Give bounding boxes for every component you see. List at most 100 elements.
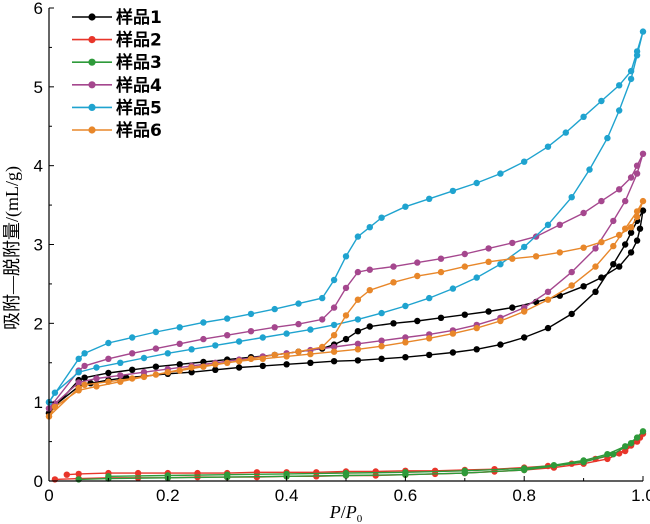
data-point [497,261,504,268]
legend-marker [88,36,96,44]
data-point [616,231,623,239]
data-point [633,48,641,55]
data-point [550,462,558,469]
y-tick-label: 5 [34,78,43,97]
data-point [176,367,183,374]
data-point [235,338,243,345]
data-point [449,187,457,195]
legend-marker [88,81,96,89]
data-point [129,375,136,382]
data-point [473,324,480,332]
data-point [402,334,409,341]
data-point [283,330,290,337]
x-tick-label: 0.6 [394,486,418,505]
data-point [473,346,480,353]
data-point [200,319,207,326]
data-point [313,469,320,476]
data-point [610,261,617,268]
ticks: 0 0.2 0.4 0.6 0.8 1.0 0 1 2 3 4 5 6 [34,0,650,505]
legend-marker [88,58,96,66]
data-point [616,186,623,193]
data-point [212,366,219,373]
data-point [616,263,623,270]
data-point [307,359,314,366]
y-tick-label: 4 [34,157,43,176]
data-point [627,229,635,236]
series-line [48,153,644,410]
data-point [473,274,480,281]
data-point [426,335,433,342]
data-point [75,384,82,392]
data-point [485,258,492,265]
data-point [354,268,362,276]
data-point [51,389,59,396]
data-point [627,75,635,83]
series-1 [45,207,647,417]
data-point [378,337,385,344]
data-point [622,447,629,455]
data-point [259,355,266,362]
data-point [188,369,195,376]
data-point [414,317,421,325]
data-point [117,359,124,366]
y-tick-label: 0 [34,472,43,491]
data-point [402,302,409,310]
series-line [48,210,644,414]
data-point [75,379,82,386]
data-point [544,288,552,295]
data-point [390,263,397,270]
data-point [330,332,338,339]
data-point [604,134,611,142]
data-point [81,350,88,357]
data-point [639,150,647,157]
data-point [627,174,635,181]
data-point [556,221,563,228]
data-point [610,217,617,225]
data-point [105,473,112,480]
data-point [437,314,445,321]
data-point [568,268,575,276]
data-point [592,288,599,295]
series-5 [45,28,647,406]
data-point [521,334,528,341]
data-point [259,362,266,370]
y-axis-title: 吸附—脱附量/(mL/g) [2,166,23,330]
data-point [247,328,255,335]
data-point [497,341,504,348]
legend-item: 样品1 [72,7,162,28]
data-point [627,67,635,75]
legend-item: 样品3 [72,52,162,73]
series-3 [75,428,647,483]
data-point [224,332,231,339]
data-point [633,237,641,244]
data-point [598,274,605,281]
data-point [580,209,587,217]
data-point [544,296,552,303]
data-point [354,328,362,335]
data-point [330,276,338,284]
data-point [295,348,302,355]
data-point [509,239,516,247]
legend-marker [88,126,96,134]
data-point [390,279,397,286]
data-point [319,316,326,323]
data-point [633,208,641,215]
data-point [627,440,635,447]
data-point [354,340,362,347]
x-tick-label: 0 [44,486,53,505]
data-point [93,364,100,371]
data-point [283,361,290,368]
data-point [188,346,195,353]
x-tick-label: 0.2 [156,486,180,505]
data-point [426,351,433,359]
data-point [75,470,82,478]
data-point [568,282,575,289]
data-point [93,383,100,390]
data-point [366,266,373,273]
data-point [354,316,362,323]
series-4 [45,150,647,412]
data-point [449,349,457,356]
data-point [402,354,409,361]
data-point [212,361,219,368]
